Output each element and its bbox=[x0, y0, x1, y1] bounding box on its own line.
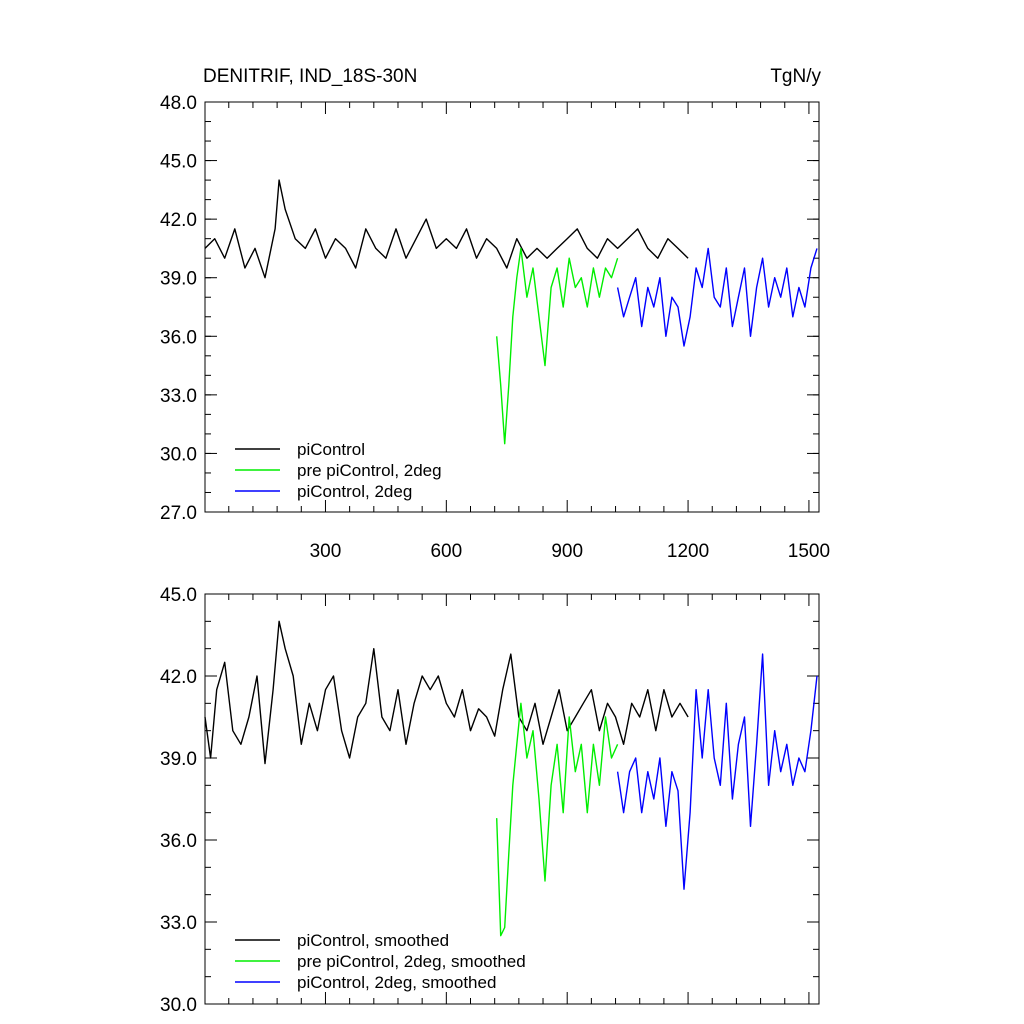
bottom-y-tick-label: 42.0 bbox=[160, 667, 197, 688]
bottom-panel: 30.0 33.0 36.0 39.0 42.0 45.0 piControl, smoo… bbox=[160, 585, 820, 1016]
top-y-tick-label: 36.0 bbox=[160, 327, 197, 348]
top-legend-label-0: piControl bbox=[297, 440, 365, 459]
bottom-legend-label-2: piControl, 2deg, smoothed bbox=[297, 973, 496, 992]
bottom-panel-frame bbox=[204, 593, 820, 1005]
bottom-y-tick-label: 33.0 bbox=[160, 913, 197, 934]
bottom-series-line-0 bbox=[204, 620, 689, 765]
bottom-legend-label-1: pre piControl, 2deg, smoothed bbox=[297, 952, 526, 971]
top-x-tick-label: 600 bbox=[430, 541, 462, 562]
bottom-y-tick-label: 30.0 bbox=[160, 995, 197, 1016]
top-x-tick-label: 300 bbox=[310, 541, 342, 562]
top-y-tick-label: 48.0 bbox=[160, 93, 197, 114]
top-y-tick-label: 42.0 bbox=[160, 210, 197, 231]
top-series-line-2 bbox=[616, 247, 818, 347]
top-x-tick-label: 900 bbox=[551, 541, 583, 562]
bottom-series-line-1 bbox=[496, 702, 619, 937]
bottom-series-line-2 bbox=[616, 653, 818, 890]
top-panel-frame bbox=[204, 101, 820, 513]
top-y-tick-label: 30.0 bbox=[160, 444, 197, 465]
bottom-panel-ticks: 30.0 33.0 36.0 39.0 42.0 45.0 bbox=[160, 585, 819, 1016]
top-panel-series bbox=[204, 179, 818, 445]
top-y-tick-label: 45.0 bbox=[160, 152, 197, 173]
chart-units: TgN/y bbox=[770, 66, 821, 87]
bottom-panel-legend: piControl, smoothed pre piControl, 2deg, … bbox=[235, 931, 526, 992]
bottom-panel-series bbox=[204, 620, 818, 937]
chart-title: DENITRIF, IND_18S-30N bbox=[203, 66, 417, 87]
top-panel-ticks: 27.0 30.0 33.0 36.0 39.0 42.0 45.0 48.0 300 600 90… bbox=[160, 93, 830, 562]
top-series-line-1 bbox=[496, 247, 619, 445]
top-series-line-0 bbox=[204, 179, 689, 279]
top-y-tick-label: 27.0 bbox=[160, 503, 197, 524]
top-legend-label-1: pre piControl, 2deg bbox=[297, 461, 442, 480]
bottom-y-tick-label: 36.0 bbox=[160, 831, 197, 852]
top-panel: 27.0 30.0 33.0 36.0 39.0 42.0 45.0 48.0 300 600 90… bbox=[160, 93, 830, 562]
top-panel-legend: piControl pre piControl, 2deg piControl, 2… bbox=[235, 440, 442, 501]
top-x-tick-label: 1500 bbox=[788, 541, 830, 562]
bottom-y-tick-label: 45.0 bbox=[160, 585, 197, 606]
top-legend-label-2: piControl, 2deg bbox=[297, 482, 412, 501]
bottom-y-tick-label: 39.0 bbox=[160, 749, 197, 770]
top-y-tick-label: 39.0 bbox=[160, 269, 197, 290]
bottom-legend-label-0: piControl, smoothed bbox=[297, 931, 449, 950]
top-x-tick-label: 1200 bbox=[667, 541, 709, 562]
top-y-tick-label: 33.0 bbox=[160, 386, 197, 407]
